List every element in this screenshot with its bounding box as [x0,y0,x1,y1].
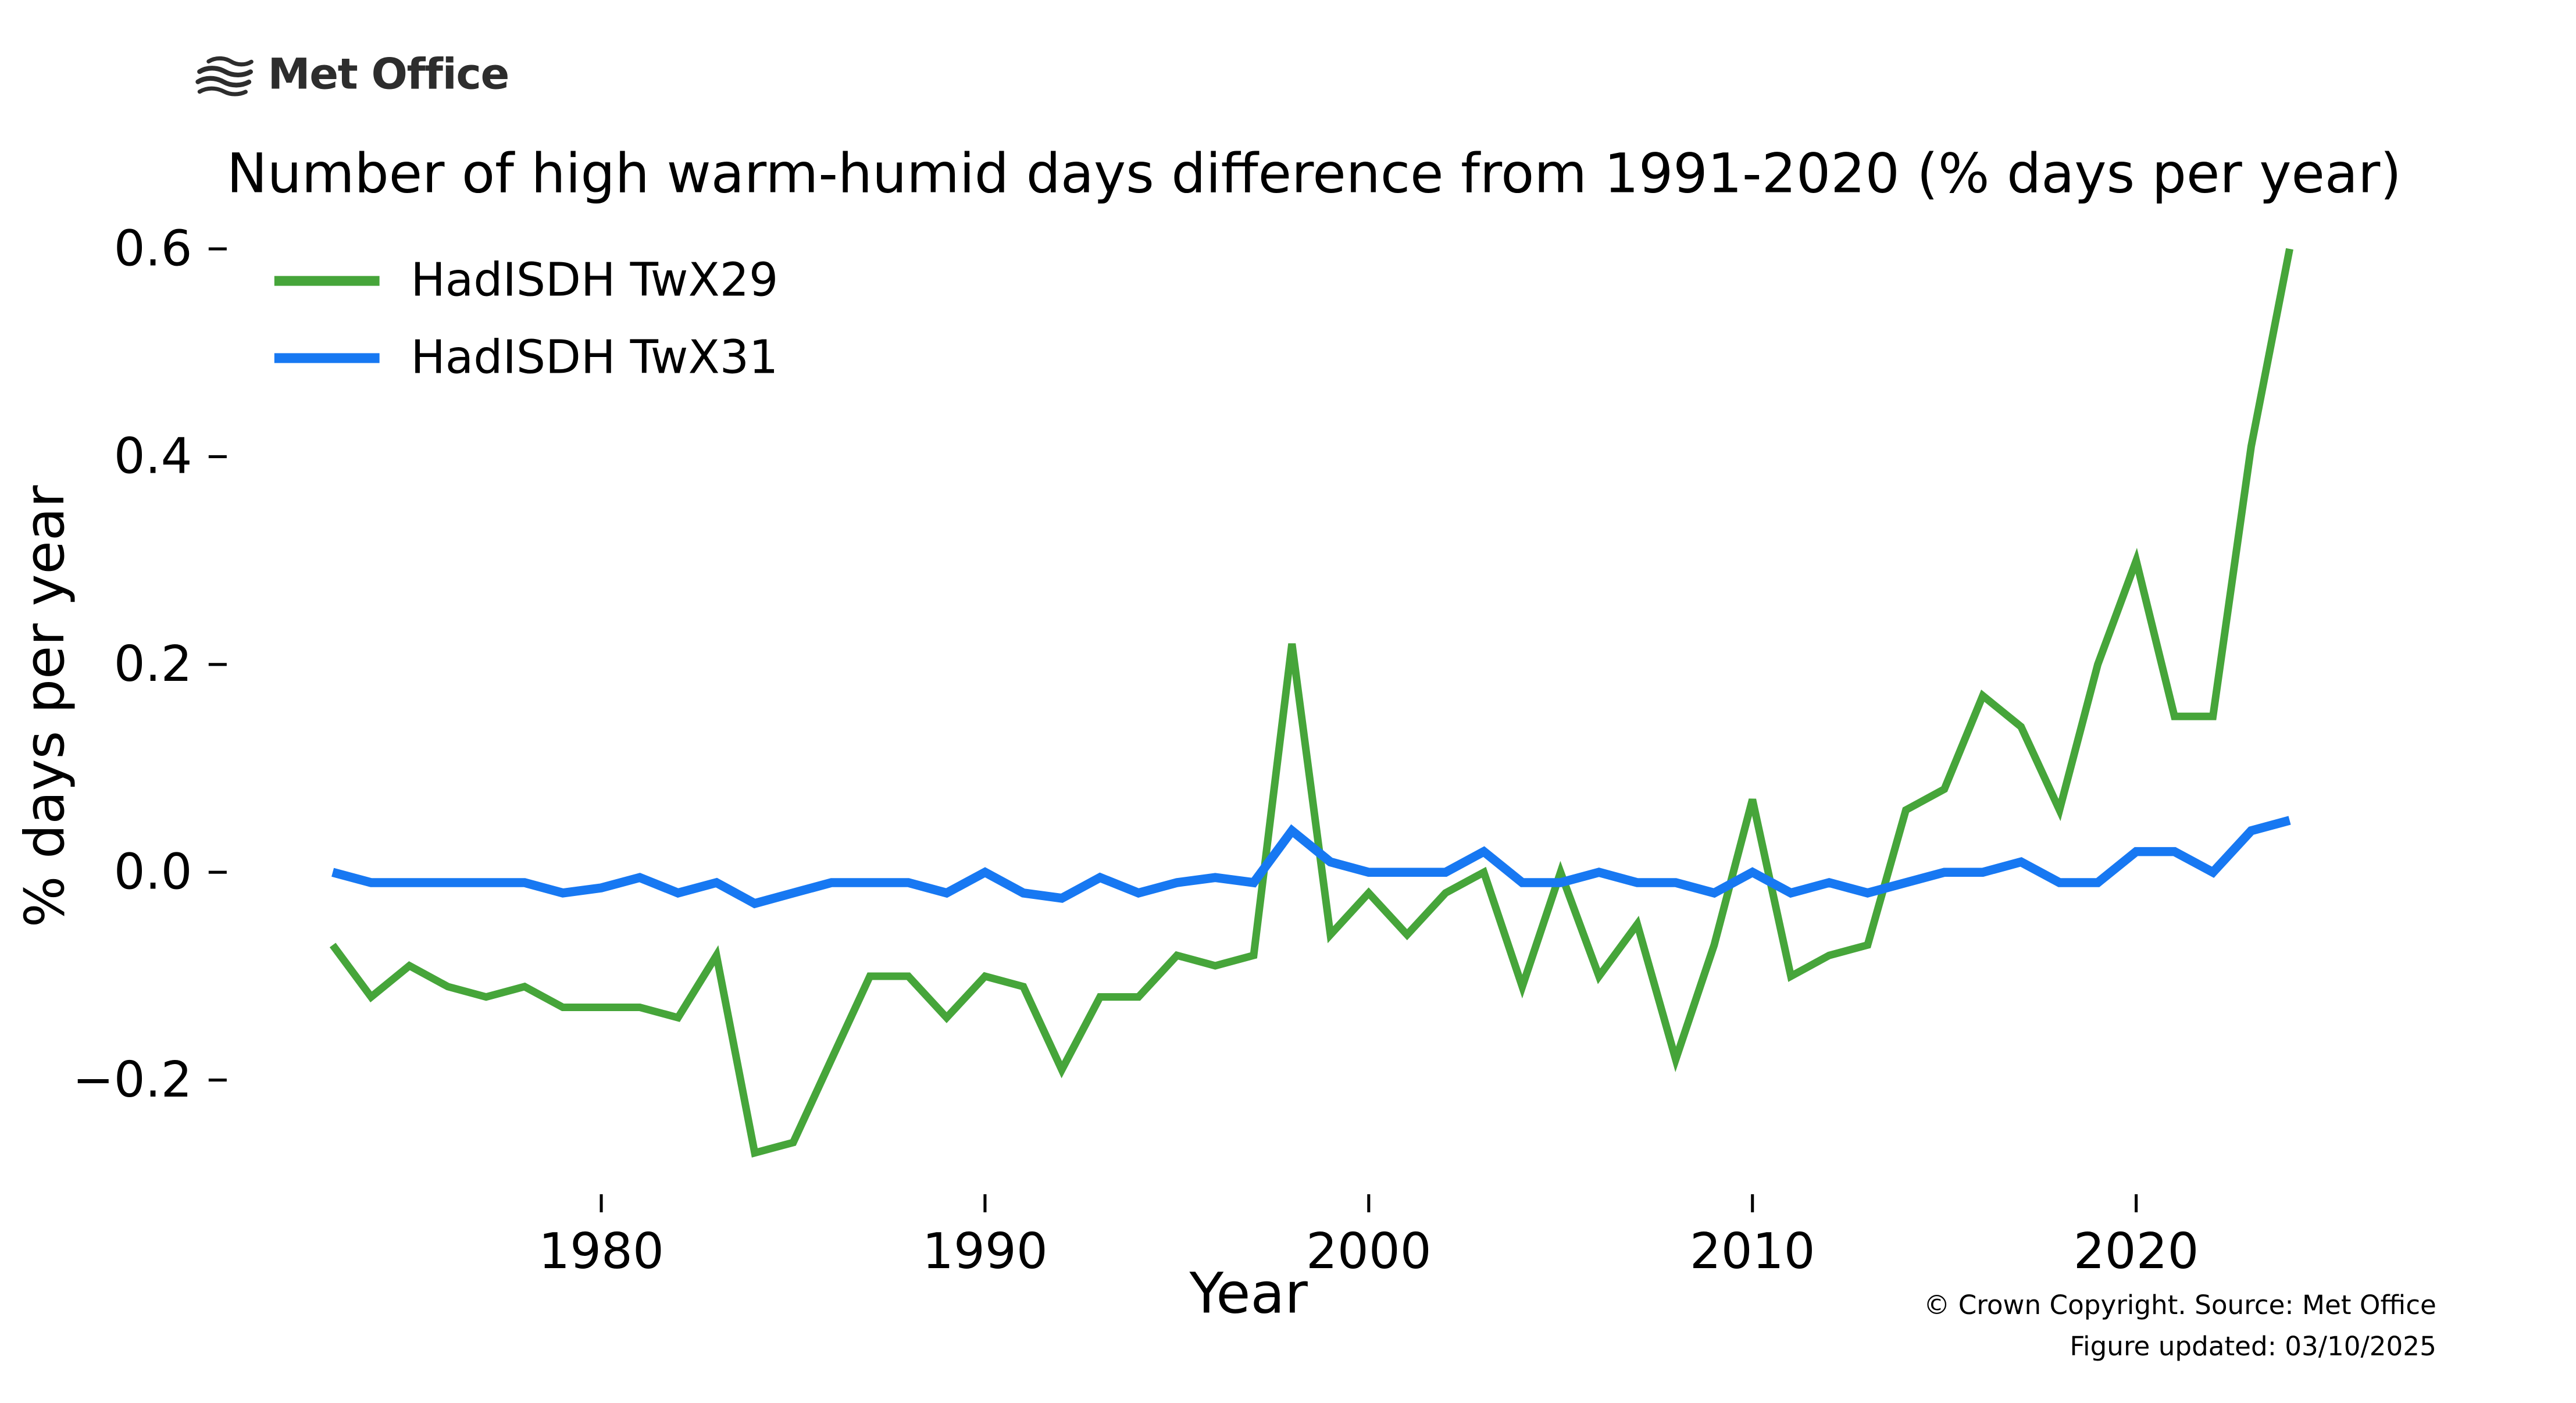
x-tick-label: 1980 [538,1222,664,1280]
attribution: © Crown Copyright. Source: Met Office Fi… [1924,1284,2436,1366]
met-office-waves-icon [195,55,254,96]
twx29-line [329,248,2293,1158]
twx31-legend-label: HadISDH TwX31 [411,330,779,385]
figure-updated-line: Figure updated: 03/10/2025 [2070,1330,2436,1362]
y-tick-label: −0.2 [73,1051,192,1108]
x-tick-label: 2020 [2074,1222,2199,1280]
y-tick-label: 0.6 [114,219,192,277]
y-tick-label: 0.2 [114,635,192,692]
twx29-legend-swatch [274,275,380,285]
copyright-line: © Crown Copyright. Source: Met Office [1924,1289,2436,1321]
twx29-legend-label: HadISDH TwX29 [411,253,779,308]
legend: HadISDH TwX29 HadISDH TwX31 [274,241,779,396]
legend-item-twx29: HadISDH TwX29 [274,241,779,319]
twx31-legend-swatch [274,352,380,362]
x-tick-label: 1990 [922,1222,1048,1280]
x-axis-label: Year [1189,1261,1308,1327]
twx31-line [331,816,2291,909]
x-tick-label: 2000 [1306,1222,1432,1280]
met-office-logo-text: Met Office [267,51,510,101]
legend-item-twx31: HadISDH TwX31 [274,319,779,396]
met-office-logo: Met Office [194,51,510,101]
y-tick-label: 0.4 [114,427,192,485]
x-tick-label: 2010 [1690,1222,1815,1280]
y-tick-label: 0.0 [114,842,192,900]
chart-title: Number of high warm-humid days differenc… [226,141,2402,206]
